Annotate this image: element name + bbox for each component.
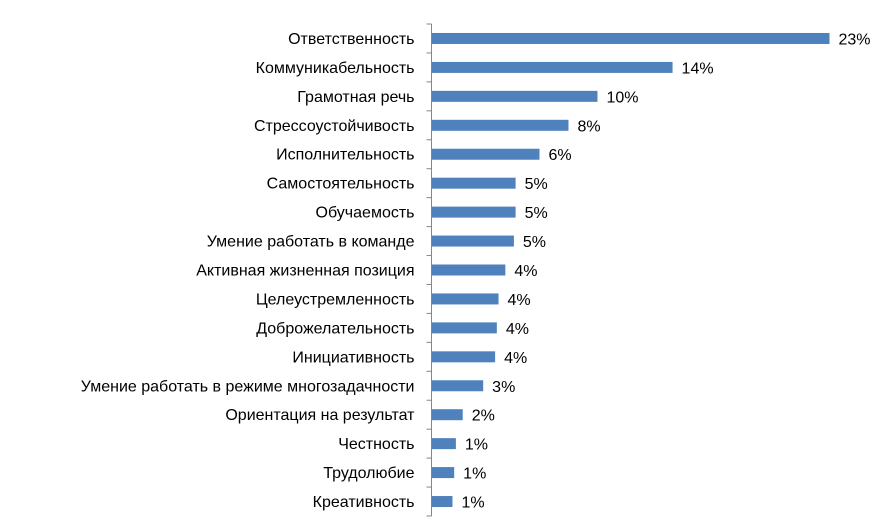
bar [432,32,830,44]
data-label: 8% [577,118,600,135]
data-label: 5% [525,176,548,193]
value-labels: 23%14%10%8%6%5%5%5%4%4%4%4%3%2%1%1%1% [461,31,870,511]
bar [432,119,569,131]
bar [432,148,540,160]
data-label: 23% [839,31,871,48]
category-label: Инициативность [292,349,414,366]
category-label: Трудолюбие [323,465,414,482]
data-label: 4% [514,263,537,280]
data-label: 5% [525,205,548,222]
category-label: Ориентация на результат [225,407,415,424]
category-label: Честность [338,436,414,453]
bar [432,438,456,450]
data-label: 5% [523,234,546,251]
data-label: 14% [682,60,714,77]
bar [432,380,484,392]
category-label: Стрессоустойчивость [254,118,415,135]
bar [432,206,516,218]
category-label: Доброжелательность [256,320,414,337]
data-label: 1% [463,466,486,483]
data-label: 4% [504,350,527,367]
category-label: Умение работать в команде [207,234,415,251]
data-label: 4% [506,321,529,338]
category-label: Активная жизненная позиция [196,263,414,280]
bar [432,293,499,305]
data-label: 3% [492,379,515,396]
category-axis [426,23,432,517]
category-label: Обучаемость [316,205,415,222]
category-label: Коммуникабельность [256,60,415,77]
category-label: Грамотная речь [297,89,414,106]
data-label: 4% [508,292,531,309]
category-label: Исполнительность [276,147,414,164]
bar [432,467,455,479]
bar [432,235,514,247]
bar [432,177,516,189]
category-label: Умение работать в режиме многозадачности [81,378,415,395]
category-label: Ответственность [288,31,414,48]
data-label: 10% [606,89,638,106]
bar [432,496,453,508]
category-labels: Ответственность Коммуникабельность Грамотн… [81,31,415,511]
bar [432,351,496,363]
data-label: 6% [548,147,571,164]
data-label: 1% [465,437,488,454]
bar [432,61,673,73]
data-label: 2% [472,408,495,425]
bars [432,32,830,508]
bar [432,90,598,102]
category-label: Целеустремленность [256,291,415,308]
category-label: Креативность [313,494,415,511]
bar [432,409,463,421]
bar [432,322,497,334]
category-label: Самостоятельность [267,176,415,193]
bar [432,264,506,276]
data-label: 1% [461,495,484,512]
